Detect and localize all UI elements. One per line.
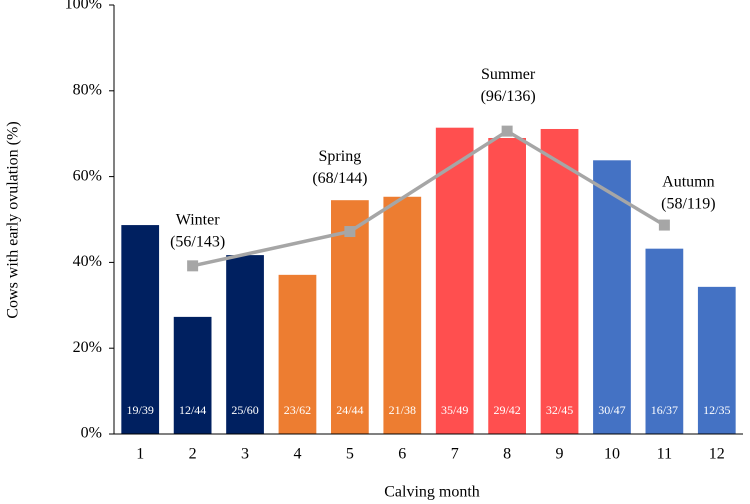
season-label: Autumn — [662, 174, 714, 191]
season-marker — [344, 226, 356, 238]
bar — [488, 137, 526, 435]
y-axis-title: Cows with early ovulation (%) — [5, 121, 22, 318]
season-marker — [187, 260, 199, 272]
y-tick-label: 80% — [73, 81, 102, 98]
x-tick-label: 7 — [451, 446, 459, 463]
season-count: (68/144) — [312, 170, 367, 187]
bar — [383, 196, 422, 434]
x-tick-label: 10 — [604, 446, 620, 463]
y-tick-label: 60% — [73, 167, 102, 184]
bar — [331, 200, 369, 434]
y-tick-label: 0% — [81, 425, 102, 442]
bar — [173, 316, 212, 434]
bar — [645, 248, 684, 434]
value-label: 30/47 — [598, 403, 625, 417]
value-label: 19/39 — [127, 403, 154, 417]
bar — [226, 255, 264, 434]
value-label: 16/37 — [651, 403, 678, 417]
x-tick-label: 12 — [709, 446, 725, 463]
value-label: 21/38 — [389, 403, 416, 417]
bar — [593, 160, 631, 434]
x-tick-label: 2 — [189, 446, 197, 463]
x-tick-label: 5 — [346, 446, 354, 463]
bar — [435, 127, 474, 434]
y-tick-label: 100% — [65, 0, 102, 13]
x-tick-label: 6 — [398, 446, 406, 463]
y-tick-label: 40% — [73, 253, 102, 270]
x-tick-label: 11 — [657, 446, 672, 463]
bar — [121, 225, 160, 434]
x-tick-label: 4 — [293, 446, 301, 463]
season-label: Winter — [176, 212, 220, 229]
season-count: (96/136) — [481, 88, 536, 105]
x-axis-title: Calving month — [384, 484, 480, 501]
value-label: 35/49 — [441, 403, 468, 417]
value-label: 12/44 — [179, 403, 206, 417]
x-tick-label: 1 — [136, 446, 144, 463]
season-label: Summer — [481, 66, 536, 83]
y-tick-label: 20% — [73, 339, 102, 356]
value-label: 29/42 — [493, 403, 520, 417]
season-label: Spring — [319, 148, 362, 165]
bar — [697, 286, 736, 434]
value-label: 24/44 — [336, 403, 363, 417]
value-label: 25/60 — [231, 403, 258, 417]
value-label: 12/35 — [703, 403, 730, 417]
bar — [540, 128, 579, 434]
value-label: 32/45 — [546, 403, 573, 417]
season-marker — [658, 219, 670, 231]
season-count: (56/143) — [170, 234, 225, 251]
x-tick-label: 3 — [241, 446, 249, 463]
x-tick-label: 8 — [503, 446, 511, 463]
value-label: 23/62 — [284, 403, 311, 417]
season-count: (58/119) — [661, 196, 716, 213]
season-marker — [501, 125, 513, 137]
season-line — [192, 129, 666, 268]
x-tick-label: 9 — [556, 446, 564, 463]
bar — [278, 274, 317, 434]
